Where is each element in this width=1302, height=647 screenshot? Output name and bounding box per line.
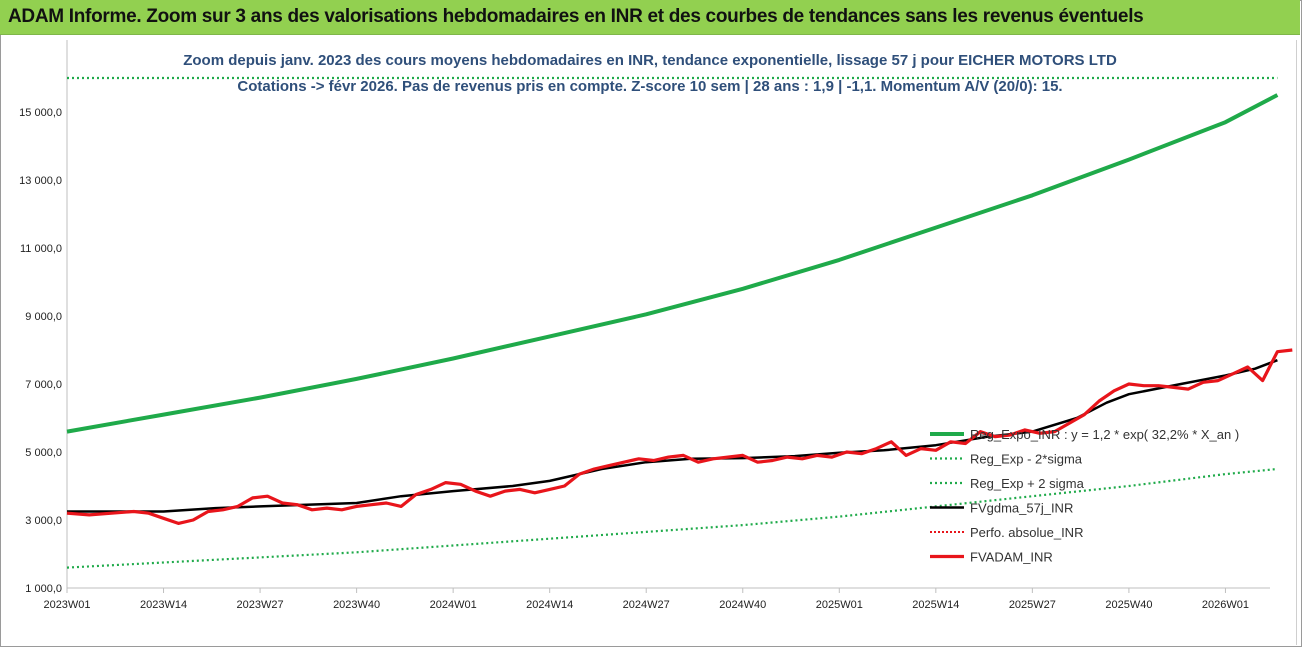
y-tick-label: 1 000,0 bbox=[25, 583, 62, 595]
legend-label: Reg_Exp - 2*sigma bbox=[970, 452, 1083, 467]
legend: Reg_Expo_INR : y = 1,2 * exp( 32,2% * X_… bbox=[930, 427, 1239, 565]
series-line-2 bbox=[66, 467, 1278, 569]
report-banner: ADAM Informe. Zoom sur 3 ans des valoris… bbox=[0, 0, 1300, 35]
x-tick-label: 2023W01 bbox=[43, 599, 90, 611]
x-axis: 2023W01 2023W14 2023W27 2023W40 2024W01 2024W… bbox=[43, 587, 1270, 611]
y-axis: 1 000,0 3 000,0 5 000,0 7 000,0 9 000,0 11 00… bbox=[19, 40, 68, 595]
banner-title: ADAM Informe. Zoom sur 3 ans des valoris… bbox=[8, 6, 1144, 27]
x-tick-label: 2024W14 bbox=[526, 599, 573, 611]
x-tick-label: 2023W40 bbox=[333, 599, 380, 611]
x-tick-label: 2023W14 bbox=[140, 599, 187, 611]
legend-label: FVADAM_INR bbox=[970, 550, 1053, 565]
x-tick-label: 2025W40 bbox=[1105, 599, 1152, 611]
y-tick-label: 3 000,0 bbox=[25, 515, 62, 527]
y-tick-label: 13 000,0 bbox=[19, 175, 62, 187]
series-line-5 bbox=[66, 348, 1293, 525]
chart-subtitle: Cotations -> févr 2026. Pas de revenus p… bbox=[237, 78, 1063, 95]
y-tick-label: 11 000,0 bbox=[20, 243, 62, 255]
x-tick-label: 2026W01 bbox=[1202, 599, 1249, 611]
x-tick-label: 2025W01 bbox=[816, 599, 863, 611]
y-tick-label: 7 000,0 bbox=[25, 379, 62, 391]
legend-label: FVgdma_57j_INR bbox=[970, 501, 1073, 516]
x-tick-label: 2025W27 bbox=[1009, 599, 1056, 611]
window-edge bbox=[1296, 40, 1297, 645]
chart-title: Zoom depuis janv. 2023 des cours moyens … bbox=[183, 52, 1117, 69]
legend-label: Reg_Exp + 2 sigma bbox=[970, 476, 1085, 491]
x-tick-label: 2023W27 bbox=[237, 599, 284, 611]
x-tick-label: 2025W14 bbox=[912, 599, 959, 611]
y-tick-label: 15 000,0 bbox=[19, 107, 62, 119]
legend-label: Reg_Expo_INR : y = 1,2 * exp( 32,2% * X_… bbox=[970, 427, 1239, 442]
series-line-0 bbox=[66, 93, 1279, 434]
x-tick-label: 2024W27 bbox=[623, 599, 670, 611]
series-lines bbox=[66, 76, 1293, 569]
y-tick-label: 5 000,0 bbox=[25, 447, 62, 459]
x-tick-label: 2024W01 bbox=[430, 599, 477, 611]
y-tick-label: 9 000,0 bbox=[25, 311, 62, 323]
legend-label: Perfo. absolue_INR bbox=[970, 525, 1083, 540]
x-tick-label: 2024W40 bbox=[719, 599, 766, 611]
series-line-3 bbox=[67, 359, 1278, 513]
